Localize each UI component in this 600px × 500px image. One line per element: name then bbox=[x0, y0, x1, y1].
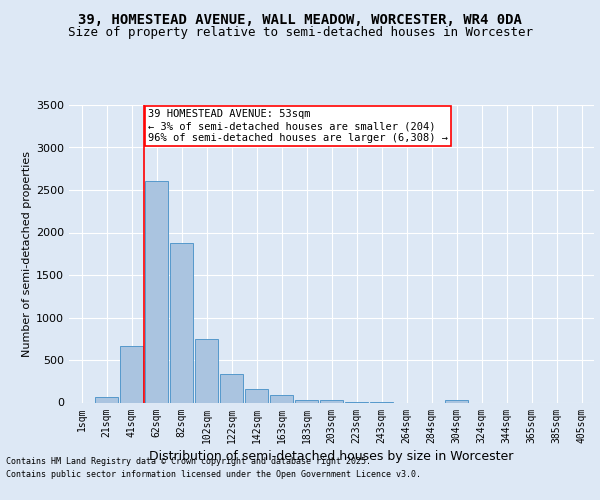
Text: Contains public sector information licensed under the Open Government Licence v3: Contains public sector information licen… bbox=[6, 470, 421, 479]
Y-axis label: Number of semi-detached properties: Number of semi-detached properties bbox=[22, 151, 32, 357]
Bar bbox=[295, 400, 319, 402]
X-axis label: Distribution of semi-detached houses by size in Worcester: Distribution of semi-detached houses by … bbox=[149, 450, 514, 462]
Bar bbox=[119, 346, 143, 403]
Text: 39 HOMESTEAD AVENUE: 53sqm
← 3% of semi-detached houses are smaller (204)
96% of: 39 HOMESTEAD AVENUE: 53sqm ← 3% of semi-… bbox=[148, 110, 448, 142]
Bar bbox=[269, 395, 293, 402]
Bar bbox=[245, 390, 268, 402]
Bar bbox=[445, 400, 469, 402]
Bar bbox=[194, 339, 218, 402]
Bar bbox=[95, 398, 118, 402]
Bar bbox=[145, 182, 169, 402]
Text: Size of property relative to semi-detached houses in Worcester: Size of property relative to semi-detach… bbox=[67, 26, 533, 39]
Bar bbox=[320, 400, 343, 402]
Text: Contains HM Land Registry data © Crown copyright and database right 2025.: Contains HM Land Registry data © Crown c… bbox=[6, 458, 371, 466]
Bar bbox=[220, 374, 244, 402]
Text: 39, HOMESTEAD AVENUE, WALL MEADOW, WORCESTER, WR4 0DA: 39, HOMESTEAD AVENUE, WALL MEADOW, WORCE… bbox=[78, 12, 522, 26]
Bar bbox=[170, 242, 193, 402]
